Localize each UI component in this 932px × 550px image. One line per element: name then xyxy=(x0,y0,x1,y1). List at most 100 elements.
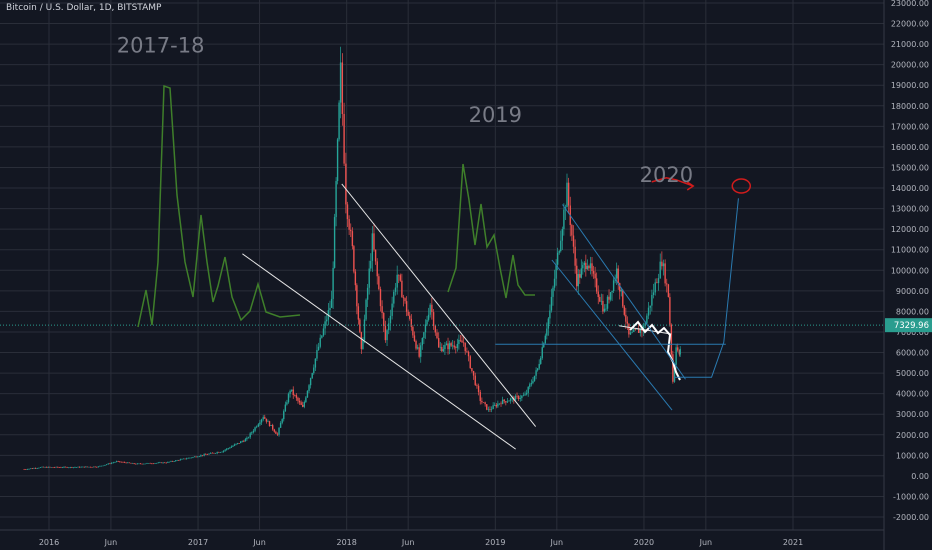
y-tick-label: 0.00 xyxy=(911,472,929,481)
price-candle-body xyxy=(472,370,475,376)
price-candle-body xyxy=(64,466,67,468)
price-candle-body xyxy=(251,432,253,434)
price-candle-body xyxy=(306,390,309,398)
price-candle-body xyxy=(167,461,169,463)
price-candle-body xyxy=(135,463,137,465)
price-candle-body xyxy=(338,102,340,140)
price-candle-body xyxy=(49,466,51,468)
price-candle-body xyxy=(348,219,350,230)
y-tick-label: 16000.00 xyxy=(891,143,929,152)
price-candle-body xyxy=(579,274,581,278)
price-candle-body xyxy=(82,466,84,468)
y-tick-label: 4000.00 xyxy=(896,390,929,399)
price-candle-body xyxy=(354,271,357,286)
price-candle-body xyxy=(371,233,374,261)
price-candle-body xyxy=(474,375,476,386)
price-candle-body xyxy=(254,427,256,431)
price-candle-body xyxy=(508,400,510,402)
price-candle-body xyxy=(279,422,282,428)
y-tick-label: 3000.00 xyxy=(896,410,929,419)
price-candle-body xyxy=(444,345,446,350)
price-candle-body xyxy=(345,163,347,205)
price-candle-body xyxy=(211,452,213,454)
y-tick-label: 7000.00 xyxy=(896,328,929,337)
price-candle-body xyxy=(330,298,333,308)
price-candle-body xyxy=(105,464,108,465)
price-candle-body xyxy=(123,462,126,463)
price-candle-body xyxy=(608,296,610,300)
price-candle-body xyxy=(378,276,380,290)
price-candle-body xyxy=(287,393,290,403)
price-candle-body xyxy=(442,349,445,352)
price-candle-body xyxy=(675,347,677,365)
price-candle-body xyxy=(603,308,606,312)
price-candle-body xyxy=(519,398,521,400)
price-candle-body xyxy=(68,467,70,469)
price-candle-body xyxy=(366,287,369,300)
y-tick-label: 2000.00 xyxy=(896,431,929,440)
price-candle-body xyxy=(168,461,171,463)
price-candle-body xyxy=(546,328,548,336)
price-candle-body xyxy=(83,466,86,468)
price-candle-body xyxy=(139,463,142,465)
price-candle-body xyxy=(324,321,326,329)
cycle-sketch-line xyxy=(137,84,301,328)
price-candle-body xyxy=(606,296,609,309)
price-candle-body xyxy=(438,338,440,348)
price-candle-body xyxy=(308,385,310,391)
price-candle-body xyxy=(329,307,331,311)
price-candle-body xyxy=(201,455,204,456)
price-candle-body xyxy=(467,351,470,357)
price-candle-body xyxy=(184,458,186,460)
price-candle-body xyxy=(200,455,202,457)
price-candle-body xyxy=(149,463,151,464)
price-candle-body xyxy=(213,452,215,454)
price-candle-body xyxy=(284,404,287,412)
price-candle-body xyxy=(335,181,337,218)
price-candle-body xyxy=(322,328,325,336)
price-candle-body xyxy=(633,329,635,332)
price-candle-body xyxy=(384,325,387,341)
price-candle-body xyxy=(97,466,99,468)
price-candle-body xyxy=(259,422,261,425)
price-candle-body xyxy=(471,368,473,371)
price-candle-body xyxy=(356,285,358,307)
price-candle-body xyxy=(155,462,158,464)
price-candle-body xyxy=(597,291,599,297)
price-candle-body xyxy=(517,396,520,400)
y-tick-label: 6000.00 xyxy=(896,349,929,358)
price-candle-body xyxy=(374,249,377,262)
price-candle-body xyxy=(600,300,603,302)
price-candle-body xyxy=(38,467,40,469)
trend-line-blue xyxy=(562,204,686,380)
price-candle-body xyxy=(303,402,305,407)
price-candle-body xyxy=(662,263,665,267)
y-tick-label: 22000.00 xyxy=(891,20,929,29)
trend-line-white xyxy=(341,183,537,427)
price-candle-body xyxy=(221,451,223,453)
price-candle-body xyxy=(244,439,247,442)
symbol-title: Bitcoin / U.S. Dollar, 1D, BITSTAMP xyxy=(6,3,162,13)
price-candle-body xyxy=(476,385,478,386)
price-candle-body xyxy=(232,445,234,447)
price-candle-body xyxy=(669,297,671,325)
x-tick-label: 2020 xyxy=(634,538,654,547)
price-candle-body xyxy=(670,324,673,355)
price-candle-body xyxy=(636,329,638,330)
price-candle-body xyxy=(379,289,382,307)
price-candle-body xyxy=(615,268,618,279)
y-tick-label: 14000.00 xyxy=(891,184,929,193)
price-candle-body xyxy=(652,292,655,296)
price-candle-body xyxy=(182,458,185,460)
price-candle-body xyxy=(511,397,513,399)
price-candle-body xyxy=(566,182,568,208)
price-candle-body xyxy=(599,296,601,302)
price-candle-body xyxy=(432,312,435,326)
price-candle-body xyxy=(165,462,167,464)
price-candle-body xyxy=(133,463,135,464)
price-candle-body xyxy=(252,430,255,433)
y-tick-label: 19000.00 xyxy=(891,81,929,90)
price-candle-body xyxy=(464,342,466,352)
price-candle-body xyxy=(541,347,543,359)
